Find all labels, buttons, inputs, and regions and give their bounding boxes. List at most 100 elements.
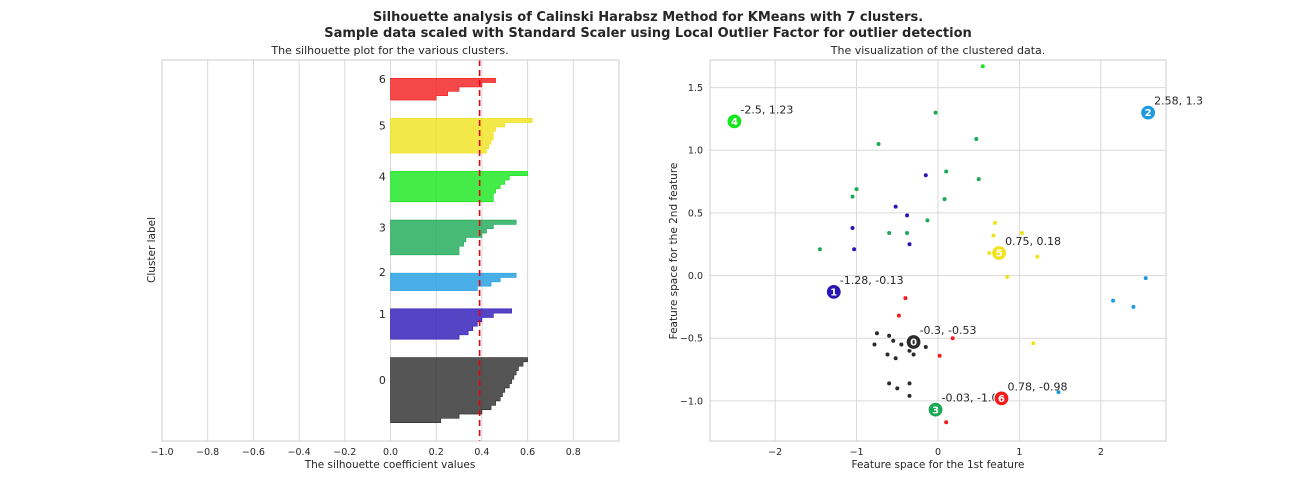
cluster-center-number: 2 — [1145, 108, 1152, 119]
cluster-center-marker — [927, 401, 944, 418]
scatter-point — [872, 342, 877, 347]
silhouette-area-cluster-4 — [390, 171, 528, 203]
scatter-point — [923, 173, 928, 178]
cluster-center-annotation: -0.03, -1.07 — [942, 392, 1006, 405]
silhouette-cluster-label: 6 — [379, 73, 386, 86]
scatter-gridlines — [710, 60, 1166, 441]
cluster-center-number: 0 — [910, 338, 917, 349]
scatter-point — [923, 345, 928, 350]
scatter-point — [942, 197, 947, 202]
scatter-point — [937, 353, 942, 358]
scatter-plot-frame — [709, 59, 1167, 442]
silhouette-x-tick-label: −0.6 — [242, 447, 265, 458]
cluster-center-marker — [990, 244, 1008, 262]
silhouette-area-cluster-0 — [390, 357, 528, 424]
silhouette-cluster-label: 1 — [379, 308, 386, 321]
scatter-point — [817, 247, 822, 252]
scatter-point — [911, 352, 916, 357]
scatter-point — [974, 136, 979, 141]
cluster-center-annotation: 2.58, 1.3 — [1154, 95, 1203, 108]
scatter-point — [976, 177, 981, 182]
silhouette-x-tick-label: 0.8 — [566, 447, 581, 458]
silhouette-x-tick-label: −0.8 — [196, 447, 219, 458]
scatter-point — [905, 213, 910, 218]
scatter-point — [925, 218, 930, 223]
scatter-point — [980, 64, 985, 69]
silhouette-x-tick-label: 0.4 — [474, 447, 489, 458]
scatter-point — [1035, 254, 1040, 259]
scatter-y-axis-label: Feature space for the 2nd feature — [668, 163, 680, 340]
scatter-point — [885, 352, 890, 357]
cluster-center-marker — [1139, 104, 1157, 121]
cluster-center-number: 5 — [996, 249, 1003, 260]
scatter-point — [903, 296, 908, 301]
scatter-point — [944, 420, 949, 425]
silhouette-area-cluster-6 — [390, 77, 496, 101]
cluster-scatter-plot: The visualization of the clustered data.… — [668, 44, 1203, 471]
cluster-center-annotation: 0.78, -0.98 — [1008, 380, 1068, 393]
scatter-point — [854, 187, 859, 192]
scatter-point — [1031, 341, 1036, 346]
cluster-center-number: 3 — [932, 405, 939, 416]
scatter-point — [907, 393, 912, 398]
scatter-point — [905, 230, 910, 235]
cluster-center-number: 6 — [998, 394, 1005, 405]
scatter-x-tick-label: 0 — [935, 447, 941, 458]
scatter-point — [1111, 298, 1116, 303]
scatter-point — [876, 141, 881, 146]
cluster-center-marker — [726, 113, 743, 130]
scatter-point — [991, 233, 996, 238]
silhouette-cluster-label: 2 — [379, 266, 386, 279]
scatter-x-tick-label: 1 — [1016, 447, 1022, 458]
scatter-ticks: −2 −1 0 1 2 −1.0 −0.5 0.0 0.5 1.0 1.5 — [680, 83, 1104, 458]
scatter-plot-title: The visualization of the clustered data. — [830, 44, 1046, 57]
figure-title-line1: Silhouette analysis of Calinski Harabsz … — [373, 10, 923, 25]
scatter-point — [893, 356, 898, 361]
scatter-point — [896, 313, 901, 318]
scatter-point — [893, 204, 898, 209]
silhouette-x-tick-label: −0.2 — [333, 447, 356, 458]
scatter-point — [850, 194, 855, 199]
scatter-point — [950, 336, 955, 341]
scatter-point — [887, 230, 892, 235]
silhouette-x-axis-label: The silhouette coefficient values — [304, 459, 476, 471]
silhouette-area-cluster-1 — [390, 308, 512, 340]
scatter-x-tick-label: −1 — [850, 447, 864, 458]
scatter-point — [891, 338, 896, 343]
scatter-point — [907, 381, 912, 386]
scatter-y-tick-label: 1.5 — [688, 83, 703, 94]
silhouette-area-cluster-2 — [390, 272, 517, 291]
scatter-point — [899, 342, 904, 347]
silhouette-area-cluster-3 — [390, 219, 517, 256]
scatter-point — [987, 251, 992, 256]
silhouette-x-tick-label: −0.4 — [288, 447, 311, 458]
scatter-point — [887, 333, 892, 338]
scatter-point — [895, 386, 900, 391]
silhouette-areas — [390, 77, 533, 424]
silhouette-cluster-label: 5 — [379, 120, 386, 133]
cluster-center-annotation: -1.28, -0.13 — [840, 274, 904, 287]
silhouette-x-ticks: −1.0 −0.8 −0.6 −0.4 −0.2 0.0 0.2 0.4 0.6 0.8 — [150, 447, 580, 458]
scatter-x-tick-label: 2 — [1098, 447, 1104, 458]
scatter-x-axis-label: Feature space for the 1st feature — [851, 459, 1024, 471]
silhouette-area-cluster-5 — [390, 117, 533, 154]
figure-title-line2: Sample data scaled with Standard Scaler … — [324, 26, 972, 41]
cluster-center-marker — [825, 283, 842, 300]
scatter-point — [1019, 230, 1024, 235]
scatter-point — [944, 169, 949, 174]
cluster-center-number: 4 — [731, 117, 738, 128]
silhouette-cluster-label: 3 — [379, 221, 386, 234]
cluster-center-annotation: -2.5, 1.23 — [740, 103, 793, 116]
silhouette-x-tick-label: 0.6 — [520, 447, 535, 458]
scatter-y-tick-label: 0.5 — [688, 208, 703, 219]
scatter-point — [850, 225, 855, 230]
silhouette-x-tick-label: 0.2 — [429, 447, 444, 458]
cluster-center-marker — [905, 333, 922, 351]
scatter-y-tick-label: 0.0 — [688, 271, 703, 282]
scatter-point — [887, 381, 892, 386]
scatter-point — [1131, 304, 1136, 309]
cluster-center-annotation: -0.3, -0.53 — [920, 324, 977, 337]
scatter-point — [1005, 274, 1010, 279]
scatter-y-tick-label: 1.0 — [688, 146, 703, 157]
